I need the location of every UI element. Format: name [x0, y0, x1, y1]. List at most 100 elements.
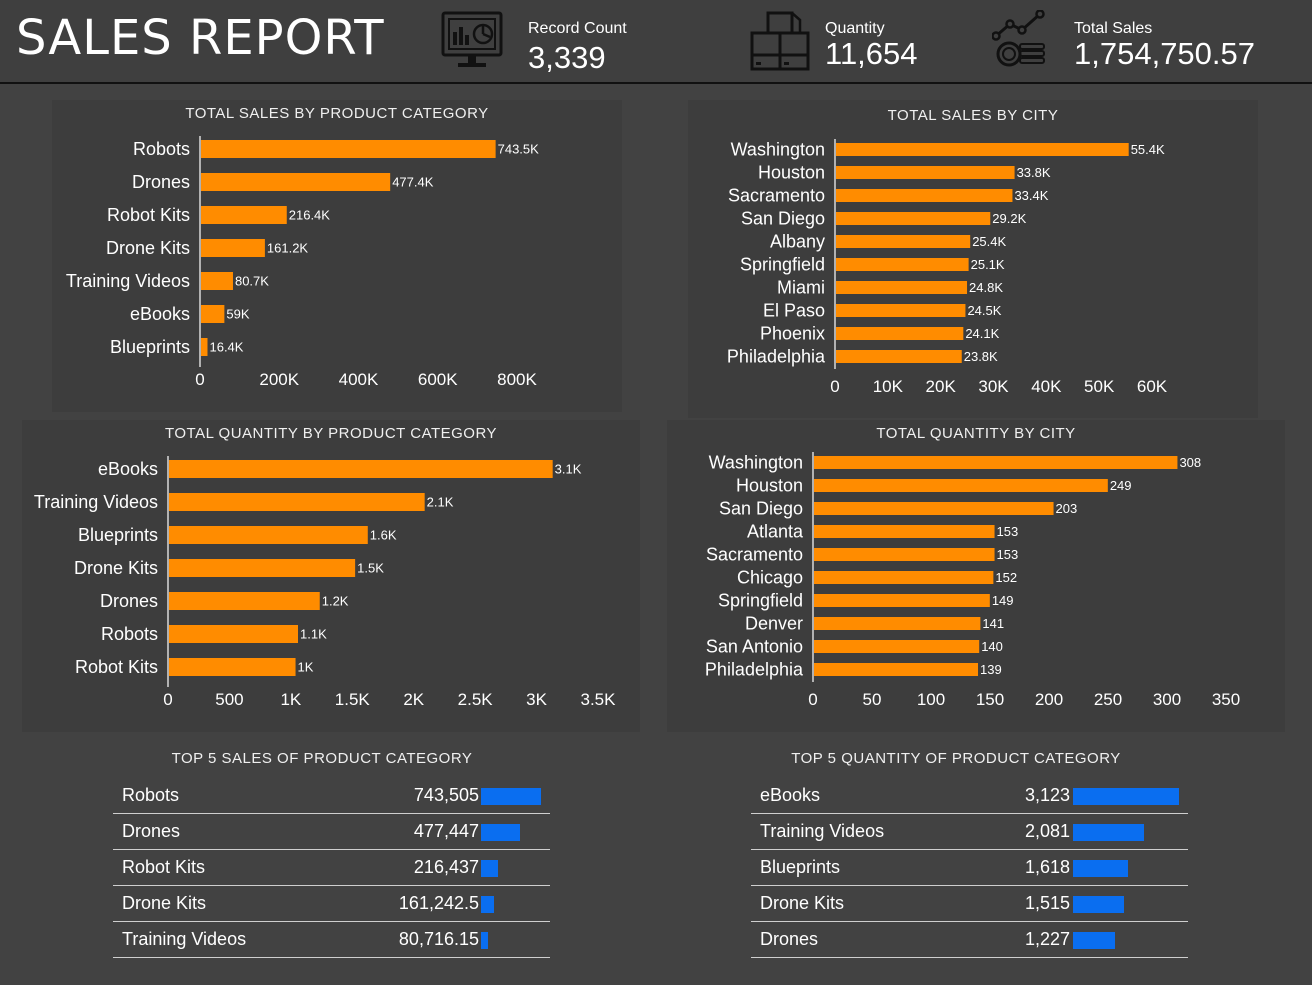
tick-label: 600K	[418, 370, 458, 389]
bar	[814, 456, 1178, 469]
bar	[169, 592, 320, 610]
row-bar	[481, 824, 520, 841]
data-label: 1K	[298, 660, 314, 675]
data-label: 153	[997, 547, 1019, 562]
bar	[201, 239, 265, 257]
bar	[201, 272, 233, 290]
category-label: Sacramento	[706, 545, 803, 565]
kpi-value: 11,654	[825, 36, 918, 71]
data-label: 149	[992, 593, 1014, 608]
tick-label: 1K	[280, 690, 301, 709]
category-label: Blueprints	[110, 337, 190, 357]
bar	[836, 281, 968, 294]
bar	[169, 625, 298, 643]
data-label: 55.4K	[1131, 142, 1165, 157]
data-label: 25.1K	[971, 257, 1005, 272]
table-row: eBooks 3,123	[751, 778, 1188, 814]
row-value: 161,242.5	[398, 893, 479, 913]
data-label: 477.4K	[392, 175, 434, 190]
row-category: Drone Kits	[760, 893, 845, 913]
tick-label: 50K	[1084, 377, 1115, 396]
data-label: 743.5K	[498, 142, 540, 157]
kpi-value: 3,339	[528, 40, 606, 75]
table-row: Drones 1,227	[751, 922, 1188, 958]
data-label: 23.8K	[964, 349, 998, 364]
table-row: Robots 743,505	[113, 778, 550, 814]
bar	[169, 460, 553, 478]
row-value: 743,505	[413, 785, 479, 805]
bar	[201, 140, 496, 158]
data-label: 1.6K	[370, 528, 397, 543]
row-category: eBooks	[760, 785, 821, 805]
category-label: Sacramento	[728, 186, 825, 206]
bar	[814, 640, 980, 653]
category-label: Blueprints	[78, 525, 158, 545]
bar	[201, 173, 391, 191]
bar	[814, 617, 981, 630]
kpi-quantity: Quantity 11,654	[748, 0, 968, 82]
table-row: Drone Kits 1,515	[751, 886, 1188, 922]
category-label: San Diego	[719, 499, 803, 519]
bar	[836, 350, 962, 363]
category-label: San Diego	[741, 209, 825, 229]
category-label: San Antonio	[706, 637, 803, 657]
bar	[814, 663, 979, 676]
row-bar	[1073, 824, 1144, 841]
category-label: Denver	[745, 614, 803, 634]
data-label: 1.1K	[300, 627, 327, 642]
table-row: Blueprints 1,618	[751, 850, 1188, 886]
category-label: Albany	[770, 232, 825, 252]
chart-title: TOTAL SALES BY PRODUCT CATEGORY	[185, 105, 489, 122]
category-label: Philadelphia	[727, 347, 826, 367]
data-label: 161.2K	[267, 241, 309, 256]
row-value: 477,447	[413, 821, 479, 841]
tick-label: 2K	[403, 690, 424, 709]
tick-label: 800K	[497, 370, 537, 389]
row-value: 1,227	[1024, 929, 1070, 949]
tick-label: 60K	[1137, 377, 1168, 396]
category-label: Houston	[736, 476, 803, 496]
tick-label: 350	[1212, 690, 1240, 709]
row-value: 1,618	[1024, 857, 1070, 877]
bar	[814, 594, 990, 607]
category-label: Atlanta	[747, 522, 804, 542]
tick-label: 300	[1153, 690, 1181, 709]
tick-label: 3K	[526, 690, 547, 709]
tick-label: 200K	[259, 370, 299, 389]
row-category: Training Videos	[122, 929, 247, 949]
category-label: Houston	[758, 163, 825, 183]
category-label: Phoenix	[760, 324, 825, 344]
row-bar	[1073, 860, 1128, 877]
table-title: TOP 5 QUANTITY OF PRODUCT CATEGORY	[791, 750, 1121, 767]
chart-panel-sales-by-category: TOTAL SALES BY PRODUCT CATEGORY Robots 74…	[52, 100, 622, 412]
kpi-label: Record Count	[528, 20, 627, 37]
chart-panel-quantity-by-category: TOTAL QUANTITY BY PRODUCT CATEGORY eBook…	[22, 420, 640, 732]
bar	[836, 258, 969, 271]
row-value: 3,123	[1024, 785, 1070, 805]
data-label: 59K	[226, 307, 249, 322]
data-label: 308	[1179, 455, 1201, 470]
category-label: Washington	[709, 453, 803, 473]
top5-sales-table: Robots 743,505 Drones 477,447 Robot Kits…	[113, 778, 550, 958]
kpi-label: Total Sales	[1074, 20, 1153, 37]
category-label: Philadelphia	[705, 660, 804, 680]
kpi-total-sales: Total Sales 1,754,750.57	[992, 0, 1292, 82]
dashboard-monitor-icon	[441, 11, 503, 67]
category-label: Training Videos	[66, 271, 190, 291]
bar	[836, 143, 1129, 156]
row-category: Drones	[122, 821, 181, 841]
data-label: 249	[1110, 478, 1132, 493]
bar	[201, 305, 225, 323]
data-label: 139	[980, 662, 1002, 677]
kpi-record-count: Record Count 3,339	[440, 0, 700, 82]
row-category: Drone Kits	[122, 893, 207, 913]
table-row: Training Videos 2,081	[751, 814, 1188, 850]
tick-label: 2.5K	[458, 690, 494, 709]
tick-label: 100	[917, 690, 945, 709]
bar	[201, 338, 208, 356]
table-row: Drones 477,447	[113, 814, 550, 850]
category-label: Drone Kits	[106, 238, 190, 258]
category-label: Robots	[101, 624, 158, 644]
row-category: Training Videos	[760, 821, 885, 841]
data-label: 153	[997, 524, 1019, 539]
